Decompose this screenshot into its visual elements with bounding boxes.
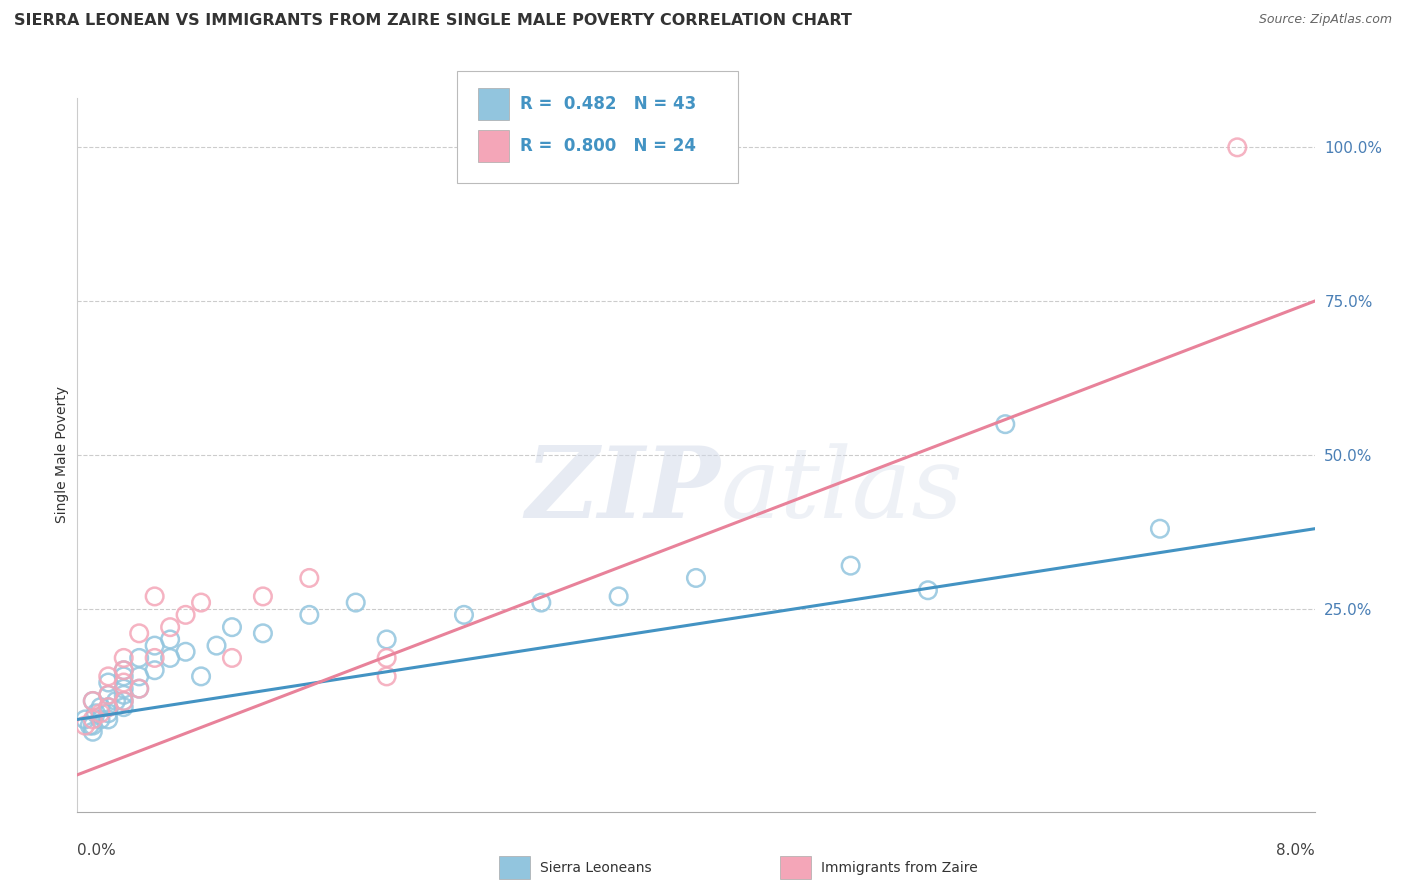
Point [112,651,135,665]
Y-axis label: Single Male Poverty: Single Male Poverty [55,386,69,524]
Text: 0.0%: 0.0% [77,843,117,858]
Point [453,607,475,622]
Text: Immigrants from Zaire: Immigrants from Zaire [821,861,977,875]
Text: SIERRA LEONEAN VS IMMIGRANTS FROM ZAIRE SINGLE MALE POVERTY CORRELATION CHART: SIERRA LEONEAN VS IMMIGRANTS FROM ZAIRE … [14,13,852,29]
Point [685,571,707,585]
Point [112,688,135,702]
Point [839,558,862,573]
Point [112,669,135,683]
Point [84,706,107,721]
Point [90,713,111,727]
Text: ZIP: ZIP [526,442,721,539]
Point [375,669,398,683]
Point [97,688,120,702]
Point [128,681,150,696]
Point [190,669,212,683]
Point [82,713,104,727]
Point [97,706,120,721]
Point [128,626,150,640]
Point [105,694,127,708]
Text: Source: ZipAtlas.com: Source: ZipAtlas.com [1258,13,1392,27]
Point [607,590,630,604]
Text: R =  0.800   N = 24: R = 0.800 N = 24 [520,137,696,155]
Point [252,626,274,640]
Point [112,681,135,696]
Point [82,724,104,739]
Point [128,669,150,683]
Text: Sierra Leoneans: Sierra Leoneans [540,861,651,875]
Point [994,417,1017,432]
Point [174,607,197,622]
Point [97,669,120,683]
Point [112,700,135,714]
Text: atlas: atlas [721,443,963,538]
Point [298,607,321,622]
Point [159,620,181,634]
Point [143,590,166,604]
Point [112,694,135,708]
Point [79,718,101,732]
Point [174,645,197,659]
Point [190,596,212,610]
Text: 8.0%: 8.0% [1275,843,1315,858]
Point [298,571,321,585]
Point [128,651,150,665]
Point [375,651,398,665]
Point [97,700,120,714]
Point [143,663,166,677]
Point [82,694,104,708]
Point [90,700,111,714]
Point [82,718,104,732]
Point [97,688,120,702]
Point [128,681,150,696]
Point [143,651,166,665]
Point [252,590,274,604]
Point [143,639,166,653]
Point [112,663,135,677]
Point [159,632,181,647]
Point [97,675,120,690]
Point [112,675,135,690]
Point [530,596,553,610]
Point [75,713,96,727]
Point [1226,140,1249,154]
Point [75,718,96,732]
Point [205,639,228,653]
Point [917,583,939,598]
Point [159,651,181,665]
Point [97,713,120,727]
Point [344,596,367,610]
Text: R =  0.482   N = 43: R = 0.482 N = 43 [520,95,696,113]
Point [375,632,398,647]
Point [97,700,120,714]
Point [90,706,111,721]
Point [1149,522,1171,536]
Point [221,651,243,665]
Point [112,663,135,677]
Point [221,620,243,634]
Point [112,694,135,708]
Point [82,694,104,708]
